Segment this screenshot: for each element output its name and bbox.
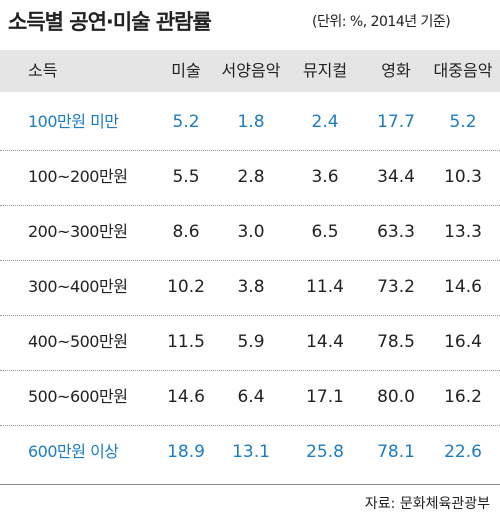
cell-value: 10.3 bbox=[444, 167, 482, 187]
cell-value: 34.4 bbox=[377, 167, 415, 187]
cell-value: 5.2 bbox=[449, 112, 477, 132]
column-header: 뮤지컬 bbox=[302, 61, 348, 80]
cell-value: 14.6 bbox=[167, 387, 205, 407]
cell-value: 18.9 bbox=[167, 442, 205, 462]
row-separator bbox=[0, 150, 500, 151]
cell-value: 63.3 bbox=[377, 222, 415, 242]
row-label: 500~600만원 bbox=[28, 387, 128, 406]
cell-value: 1.8 bbox=[237, 112, 265, 132]
cell-value: 13.1 bbox=[232, 442, 270, 462]
source: 자료: 문화체육관광부 bbox=[364, 496, 490, 512]
row-label: 600만원 이상 bbox=[28, 442, 119, 461]
cell-value: 6.5 bbox=[311, 222, 339, 242]
cell-value: 14.6 bbox=[444, 277, 482, 297]
row-label: 100~200만원 bbox=[28, 167, 128, 186]
bottom-rule bbox=[0, 484, 500, 485]
row-label: 100만원 미만 bbox=[28, 112, 119, 131]
cell-value: 80.0 bbox=[377, 387, 415, 407]
cell-value: 2.8 bbox=[237, 167, 265, 187]
row-label: 400~500만원 bbox=[28, 332, 128, 351]
cell-value: 3.0 bbox=[237, 222, 265, 242]
cell-value: 17.1 bbox=[306, 387, 344, 407]
cell-value: 22.6 bbox=[444, 442, 482, 462]
unit-note: (단위: %, 2014년 기준) bbox=[312, 14, 451, 30]
column-header: 대중음악 bbox=[433, 61, 493, 80]
row-separator bbox=[0, 315, 500, 316]
cell-value: 78.1 bbox=[377, 442, 415, 462]
cell-value: 3.6 bbox=[311, 167, 339, 187]
cell-value: 16.2 bbox=[444, 387, 482, 407]
cell-value: 5.5 bbox=[172, 167, 200, 187]
row-separator bbox=[0, 370, 500, 371]
cell-value: 8.6 bbox=[172, 222, 200, 242]
row-label: 300~400만원 bbox=[28, 277, 128, 296]
cell-value: 10.2 bbox=[167, 277, 205, 297]
cell-value: 17.7 bbox=[377, 112, 415, 132]
cell-value: 16.4 bbox=[444, 332, 482, 352]
column-header: 서양음악 bbox=[221, 61, 281, 80]
cell-value: 73.2 bbox=[377, 277, 415, 297]
cell-value: 25.8 bbox=[306, 442, 344, 462]
cell-value: 6.4 bbox=[237, 387, 265, 407]
cell-value: 5.9 bbox=[237, 332, 265, 352]
row-separator bbox=[0, 425, 500, 426]
row-separator bbox=[0, 205, 500, 206]
cell-value: 11.5 bbox=[167, 332, 205, 352]
title: 소득별 공연·미술 관람률 bbox=[8, 10, 212, 34]
column-header: 영화 bbox=[381, 61, 411, 80]
column-header: 소득 bbox=[28, 61, 58, 80]
cell-value: 13.3 bbox=[444, 222, 482, 242]
header-background bbox=[0, 50, 500, 92]
cell-value: 5.2 bbox=[172, 112, 200, 132]
row-label: 200~300만원 bbox=[28, 222, 128, 241]
cell-value: 11.4 bbox=[306, 277, 344, 297]
cell-value: 3.8 bbox=[237, 277, 265, 297]
row-separator bbox=[0, 260, 500, 261]
column-header: 미술 bbox=[171, 61, 201, 80]
cell-value: 2.4 bbox=[311, 112, 339, 132]
cell-value: 78.5 bbox=[377, 332, 415, 352]
cell-value: 14.4 bbox=[306, 332, 344, 352]
